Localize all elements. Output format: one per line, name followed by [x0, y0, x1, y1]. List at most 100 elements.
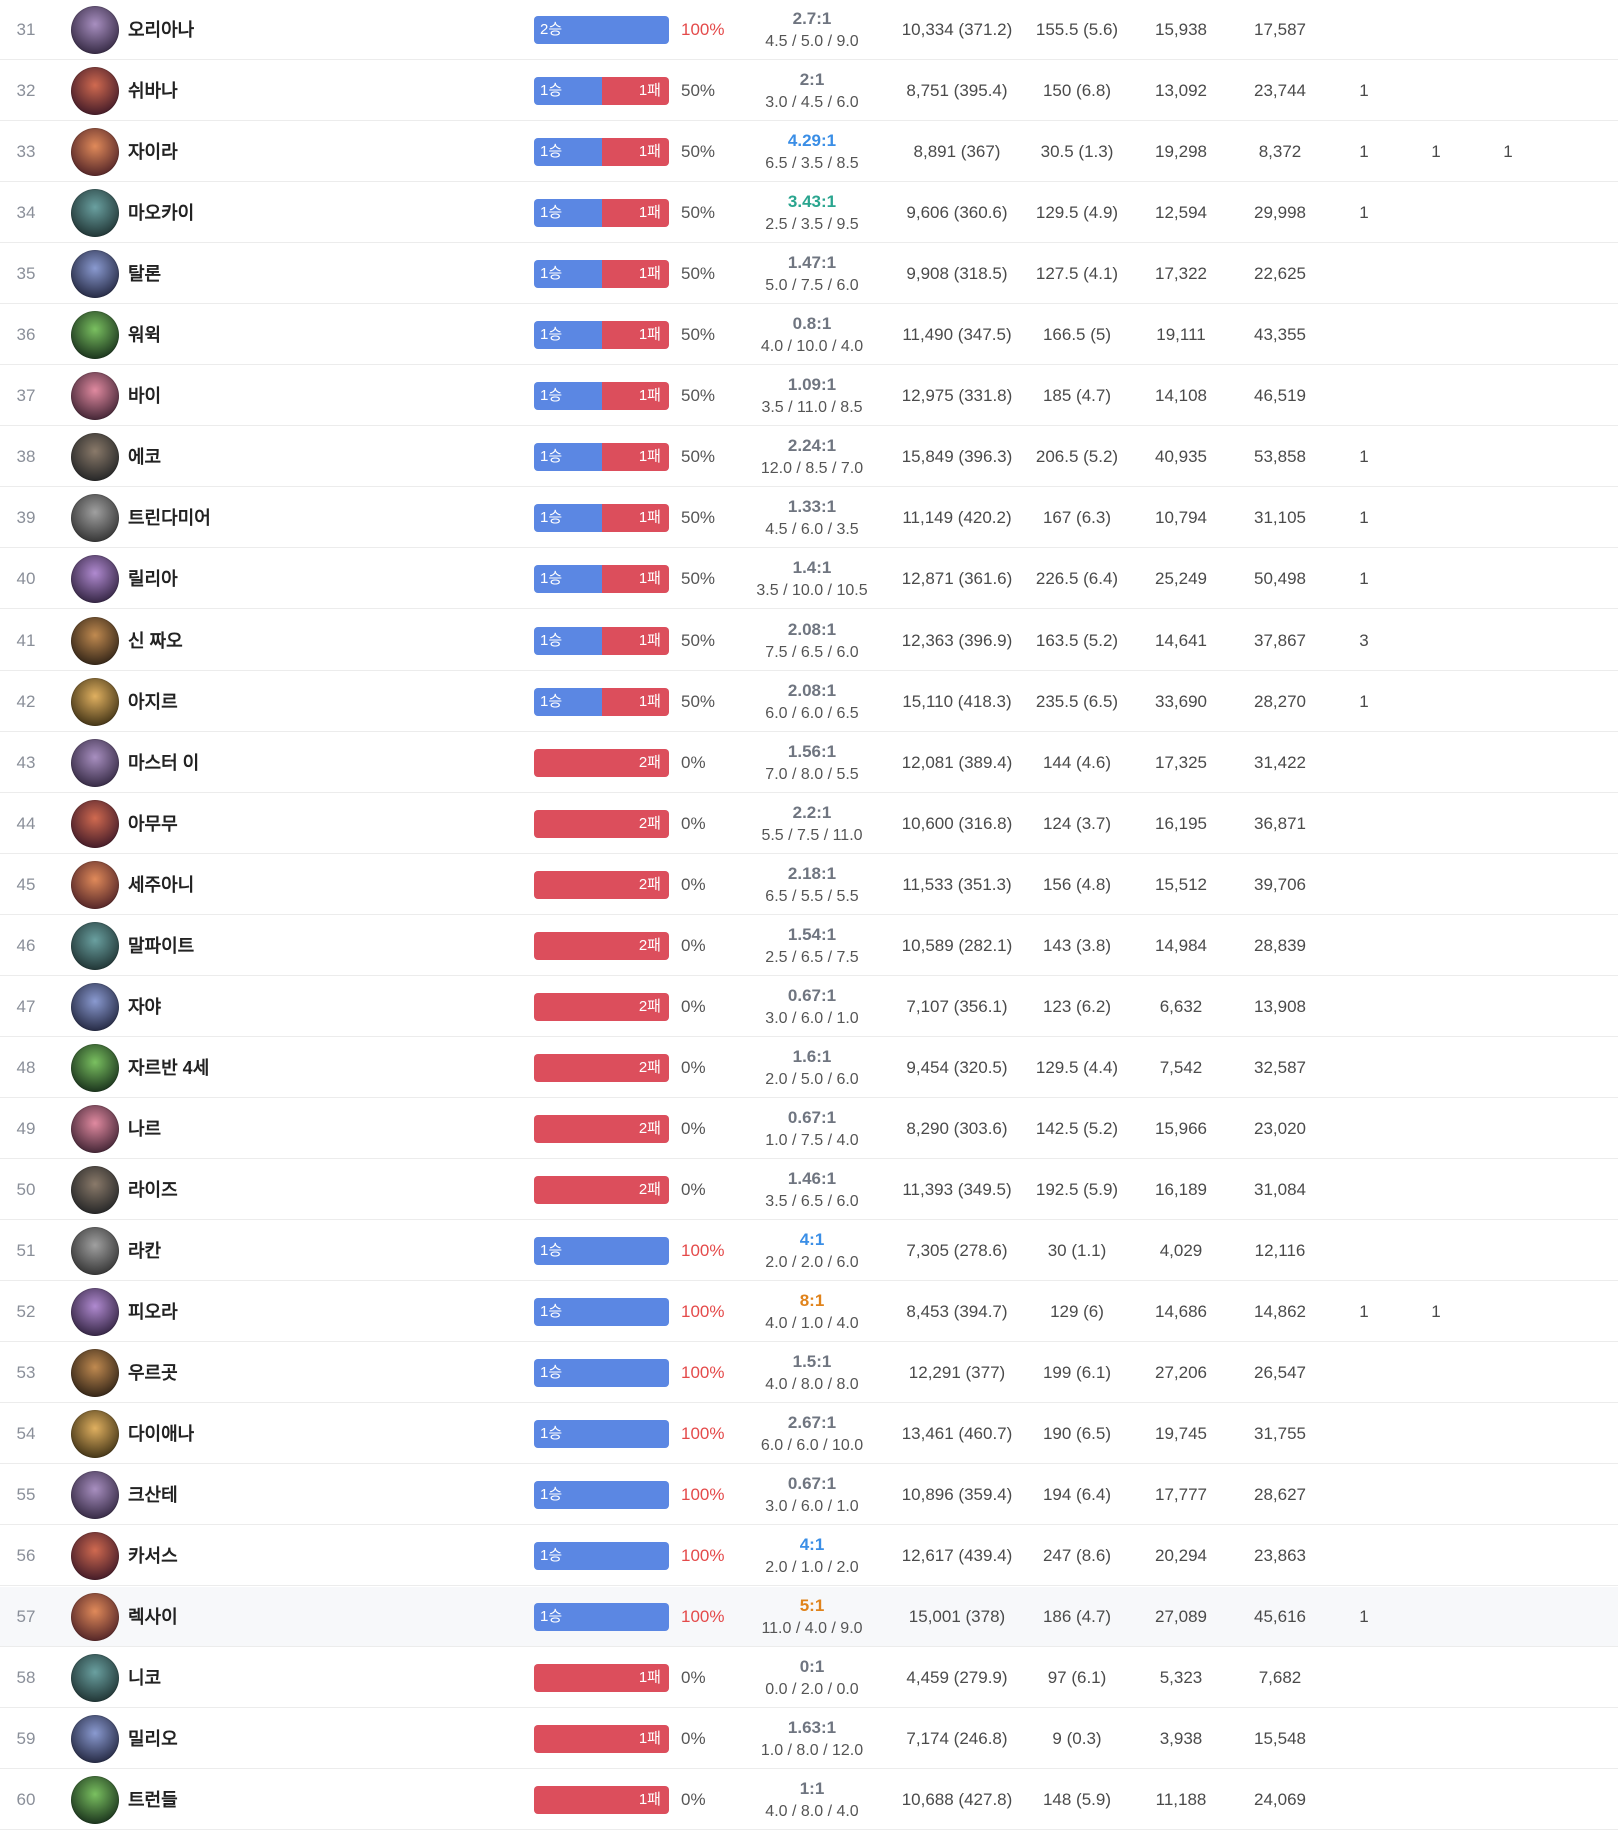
champion-name[interactable]: 워윅 — [128, 325, 162, 345]
table-row[interactable]: 59 밀리오 1패 0% 1.63:1 1.0 / 8.0 / 12.0 7,1… — [0, 1709, 1618, 1769]
table-row[interactable]: 47 자야 2패 0% 0.67:1 3.0 / 6.0 / 1.0 7,107… — [0, 977, 1618, 1037]
champion-name[interactable]: 자야 — [128, 997, 162, 1017]
champion-rakan-icon[interactable] — [71, 1227, 119, 1275]
champion-reksai-icon[interactable] — [71, 1593, 119, 1641]
champion-name[interactable]: 바이 — [128, 386, 162, 406]
table-row[interactable]: 56 카서스 1승 100% 4:1 2.0 / 1.0 / 2.0 12,61… — [0, 1526, 1618, 1586]
champion-zyra-icon[interactable] — [71, 128, 119, 176]
champion-name[interactable]: 니코 — [128, 1668, 162, 1688]
table-row[interactable]: 45 세주아니 2패 0% 2.18:1 6.5 / 5.5 / 5.5 11,… — [0, 855, 1618, 915]
champion-name[interactable]: 마스터 이 — [128, 753, 200, 773]
champion-name[interactable]: 라칸 — [128, 1241, 162, 1261]
damage-dealt: 10,589 (282.1) — [901, 936, 1013, 955]
champion-azir-icon[interactable] — [71, 678, 119, 726]
champion-name[interactable]: 트런들 — [128, 1790, 178, 1810]
table-row[interactable]: 54 다이애나 1승 100% 2.67:1 6.0 / 6.0 / 10.0 … — [0, 1404, 1618, 1464]
table-row[interactable]: 51 라칸 1승 100% 4:1 2.0 / 2.0 / 6.0 7,305 … — [0, 1221, 1618, 1281]
champion-name[interactable]: 라이즈 — [128, 1180, 178, 1200]
champion-vi-icon[interactable] — [71, 372, 119, 420]
champion-name[interactable]: 말파이트 — [128, 936, 195, 956]
champion-name[interactable]: 아무무 — [128, 814, 178, 834]
champion-name[interactable]: 나르 — [128, 1119, 162, 1139]
champion-lillia-icon[interactable] — [71, 555, 119, 603]
champion-name[interactable]: 쉬바나 — [128, 81, 178, 101]
kda-detail: 1.0 / 7.5 / 4.0 — [765, 1132, 859, 1149]
champion-name[interactable]: 세주아니 — [128, 875, 195, 895]
table-row[interactable]: 31 오리아나 2승 100% 2.7:1 4.5 / 5.0 / 9.0 10… — [0, 0, 1618, 60]
champion-orianna-icon[interactable] — [71, 6, 119, 54]
champion-name[interactable]: 마오카이 — [128, 203, 195, 223]
champion-name[interactable]: 아지르 — [128, 692, 178, 712]
table-row[interactable]: 57 렉사이 1승 100% 5:1 11.0 / 4.0 / 9.0 15,0… — [0, 1587, 1618, 1647]
table-row[interactable]: 43 마스터 이 2패 0% 1.56:1 7.0 / 8.0 / 5.5 12… — [0, 733, 1618, 793]
table-row[interactable]: 50 라이즈 2패 0% 1.46:1 3.5 / 6.5 / 6.0 11,3… — [0, 1160, 1618, 1220]
champion-name[interactable]: 탈론 — [128, 264, 162, 284]
table-row[interactable]: 41 신 짜오 1승 1패 50% 2.08:1 7.5 / 6.5 / 6.0… — [0, 611, 1618, 671]
champion-name[interactable]: 신 짜오 — [128, 631, 183, 651]
win-count-label: 1승 — [540, 326, 563, 343]
champion-trundle-icon[interactable] — [71, 1776, 119, 1824]
table-row[interactable]: 60 트런들 1패 0% 1:1 4.0 / 8.0 / 4.0 10,688 … — [0, 1770, 1618, 1830]
champion-neeko-icon[interactable] — [71, 1654, 119, 1702]
champion-shyvana-icon[interactable] — [71, 67, 119, 115]
table-row[interactable]: 40 릴리아 1승 1패 50% 1.4:1 3.5 / 10.0 / 10.5… — [0, 549, 1618, 609]
champion-fiora-icon[interactable] — [71, 1288, 119, 1336]
champion-urgot-icon[interactable] — [71, 1349, 119, 1397]
table-row[interactable]: 38 에코 1승 1패 50% 2.24:1 12.0 / 8.5 / 7.0 … — [0, 427, 1618, 487]
champion-ksante-icon[interactable] — [71, 1471, 119, 1519]
champion-xayah-icon[interactable] — [71, 983, 119, 1031]
kda-ratio: 1.56:1 — [787, 742, 837, 761]
champion-name[interactable]: 오리아나 — [128, 20, 195, 40]
champion-xinzhao-icon[interactable] — [71, 617, 119, 665]
champion-malphite-icon[interactable] — [71, 922, 119, 970]
champion-amumu-icon[interactable] — [71, 800, 119, 848]
champion-name[interactable]: 에코 — [128, 447, 162, 467]
champion-name[interactable]: 밀리오 — [128, 1729, 178, 1749]
champion-milio-icon[interactable] — [71, 1715, 119, 1763]
champion-name[interactable]: 카서스 — [128, 1546, 178, 1566]
champion-diana-icon[interactable] — [71, 1410, 119, 1458]
damage-dealt: 11,533 (351.3) — [902, 875, 1012, 894]
champion-sejuani-icon[interactable] — [71, 861, 119, 909]
table-row[interactable]: 48 자르반 4세 2패 0% 1.6:1 2.0 / 5.0 / 6.0 9,… — [0, 1038, 1618, 1098]
champion-name[interactable]: 자이라 — [128, 142, 178, 162]
champion-gnar-icon[interactable] — [71, 1105, 119, 1153]
table-row[interactable]: 52 피오라 1승 100% 8:1 4.0 / 1.0 / 4.0 8,453… — [0, 1282, 1618, 1342]
damage-dealt: 12,871 (361.6) — [901, 569, 1013, 588]
table-row[interactable]: 34 마오카이 1승 1패 50% 3.43:1 2.5 / 3.5 / 9.5… — [0, 183, 1618, 243]
table-row[interactable]: 44 아무무 2패 0% 2.2:1 5.5 / 7.5 / 11.0 10,6… — [0, 794, 1618, 854]
champion-ryze-icon[interactable] — [71, 1166, 119, 1214]
champion-ivern-icon[interactable] — [71, 311, 119, 359]
champion-masteryi-icon[interactable] — [71, 739, 119, 787]
champion-jarvan-icon[interactable] — [71, 1044, 119, 1092]
champion-kassadin-icon[interactable] — [71, 1532, 119, 1580]
stat-value-1: 19,298 — [1155, 142, 1207, 161]
win-loss-bar: 1승 1패 — [534, 565, 669, 593]
champion-name[interactable]: 자르반 4세 — [128, 1058, 210, 1078]
champion-tryndamere-icon[interactable] — [71, 494, 119, 542]
table-row[interactable]: 35 탈론 1승 1패 50% 1.47:1 5.0 / 7.5 / 6.0 9… — [0, 244, 1618, 304]
champion-name[interactable]: 피오라 — [128, 1302, 178, 1322]
table-row[interactable]: 53 우르곳 1승 100% 1.5:1 4.0 / 8.0 / 8.0 12,… — [0, 1343, 1618, 1403]
champion-name[interactable]: 릴리아 — [128, 569, 178, 589]
creep-score: 150 (6.8) — [1042, 81, 1112, 100]
table-row[interactable]: 32 쉬바나 1승 1패 50% 2:1 3.0 / 4.5 / 6.0 8,7… — [0, 61, 1618, 121]
table-row[interactable]: 39 트린다미어 1승 1패 50% 1.33:1 4.5 / 6.0 / 3.… — [0, 488, 1618, 548]
multikill-count-3 — [1488, 1099, 1528, 1159]
table-row[interactable]: 49 나르 2패 0% 0.67:1 1.0 / 7.5 / 4.0 8,290… — [0, 1099, 1618, 1159]
table-row[interactable]: 37 바이 1승 1패 50% 1.09:1 3.5 / 11.0 / 8.5 … — [0, 366, 1618, 426]
champion-name[interactable]: 크산테 — [128, 1485, 178, 1505]
table-row[interactable]: 46 말파이트 2패 0% 1.54:1 2.5 / 6.5 / 7.5 10,… — [0, 916, 1618, 976]
table-row[interactable]: 36 워윅 1승 1패 50% 0.8:1 4.0 / 10.0 / 4.0 1… — [0, 305, 1618, 365]
champion-name[interactable]: 우르곳 — [128, 1363, 178, 1383]
champion-ekko-icon[interactable] — [71, 433, 119, 481]
champion-talon-icon[interactable] — [71, 250, 119, 298]
champion-name[interactable]: 렉사이 — [128, 1607, 178, 1627]
champion-name[interactable]: 다이애나 — [128, 1424, 195, 1444]
table-row[interactable]: 58 니코 1패 0% 0:1 0.0 / 2.0 / 0.0 4,459 (2… — [0, 1648, 1618, 1708]
table-row[interactable]: 42 아지르 1승 1패 50% 2.08:1 6.0 / 6.0 / 6.5 … — [0, 672, 1618, 732]
table-row[interactable]: 55 크산테 1승 100% 0.67:1 3.0 / 6.0 / 1.0 10… — [0, 1465, 1618, 1525]
table-row[interactable]: 33 자이라 1승 1패 50% 4.29:1 6.5 / 3.5 / 8.5 … — [0, 122, 1618, 182]
champion-name[interactable]: 트린다미어 — [128, 508, 211, 528]
champion-maokai-icon[interactable] — [71, 189, 119, 237]
